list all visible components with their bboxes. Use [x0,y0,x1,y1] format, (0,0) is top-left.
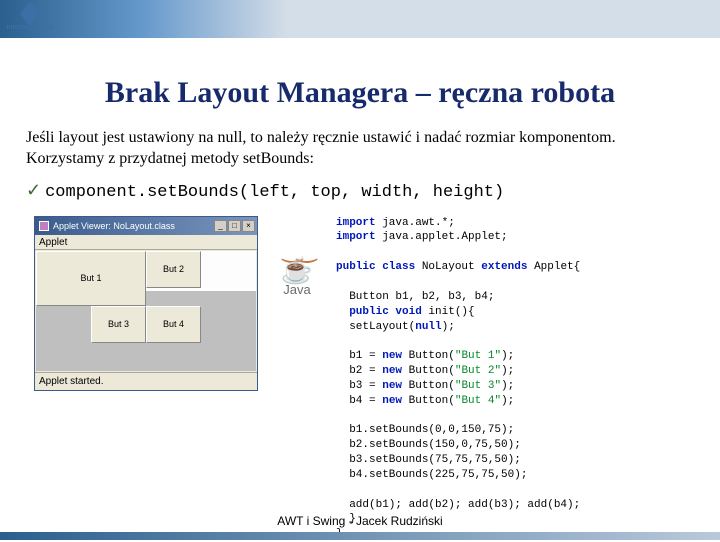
applet-titlebar[interactable]: Applet Viewer: NoLayout.class _ □ × [35,217,257,235]
header-bar: microsystems [0,0,720,38]
content-row: Applet Viewer: NoLayout.class _ □ × Appl… [34,216,720,542]
bottom-bar [0,532,720,540]
button-3[interactable]: But 3 [91,306,146,343]
maximize-button[interactable]: □ [228,220,241,232]
code-l2b: java.applet.Applet; [376,231,508,243]
java-label: Java [262,282,332,297]
java-logo: ‿‿ ☕ Java [262,240,332,298]
subtitle-text: Jeśli layout jest ustawiony na null, to … [26,128,694,170]
code-n1e: ); [501,350,514,362]
kw-import1: import [336,217,376,229]
str-1: "But 1" [455,350,501,362]
applet-canvas: But 1 But 2 But 3 But 4 [36,251,256,371]
applet-status: Applet started. [35,372,257,390]
code-l5b: init(){ [428,306,474,318]
checkmark-icon: ✓ [26,182,41,202]
str-4: "But 4" [455,395,501,407]
code-s4: b4.setBounds(225,75,75,50); [336,469,527,481]
code-s3: b3.setBounds(75,75,75,50); [336,454,521,466]
applet-window: Applet Viewer: NoLayout.class _ □ × Appl… [34,216,258,391]
code-l6c: ); [442,321,455,333]
code-n1a: b1 = [336,350,382,362]
str-3: "But 3" [455,380,501,392]
str-2: "But 2" [455,365,501,377]
code-s1: b1.setBounds(0,0,150,75); [336,424,514,436]
kw-extends: extends [481,261,527,273]
applet-icon [39,221,49,231]
kw-publicvoid: public void [336,306,428,318]
kw-new4: new [382,395,402,407]
code-n4e: ); [501,395,514,407]
source-code: import java.awt.*; import java.applet.Ap… [336,216,580,542]
button-4[interactable]: But 4 [146,306,201,343]
code-s2: b2.setBounds(150,0,75,50); [336,439,521,451]
code-n2e: ); [501,365,514,377]
code-n3e: ); [501,380,514,392]
button-1[interactable]: But 1 [36,251,146,306]
code-l1b: java.awt.*; [376,217,455,229]
code-n4c: Button( [402,395,455,407]
page-title: Brak Layout Managera – ręczna robota [0,76,720,110]
code-n1c: Button( [402,350,455,362]
code-n3c: Button( [402,380,455,392]
code-l6a: setLayout( [336,321,415,333]
kw-new3: new [382,380,402,392]
applet-title: Applet Viewer: NoLayout.class [53,221,214,231]
button-2[interactable]: But 2 [146,251,201,288]
code-l3d: Applet{ [527,261,580,273]
code-n3a: b3 = [336,380,382,392]
code-add: add(b1); add(b2); add(b3); add(b4); [336,499,580,511]
kw-new2: new [382,365,402,377]
kw-import2: import [336,231,376,243]
inline-code: ✓component.setBounds(left, top, width, h… [26,180,720,202]
kw-publicclass: public class [336,261,422,273]
sun-logo: microsystems [6,4,54,32]
kw-new1: new [382,350,402,362]
code-n2a: b2 = [336,365,382,377]
code-n4a: b4 = [336,395,382,407]
java-cup-icon: ☕ [262,259,332,282]
code-l4: Button b1, b2, b3, b4; [336,291,494,303]
kw-null: null [415,321,441,333]
code-n2c: Button( [402,365,455,377]
footer-text: AWT i Swing - Jacek Rudziński [0,514,720,528]
applet-menu[interactable]: Applet [35,235,257,250]
code-classname: NoLayout [422,261,481,273]
close-button[interactable]: × [242,220,255,232]
code-setbounds: component.setBounds(left, top, width, he… [45,183,504,202]
minimize-button[interactable]: _ [214,220,227,232]
